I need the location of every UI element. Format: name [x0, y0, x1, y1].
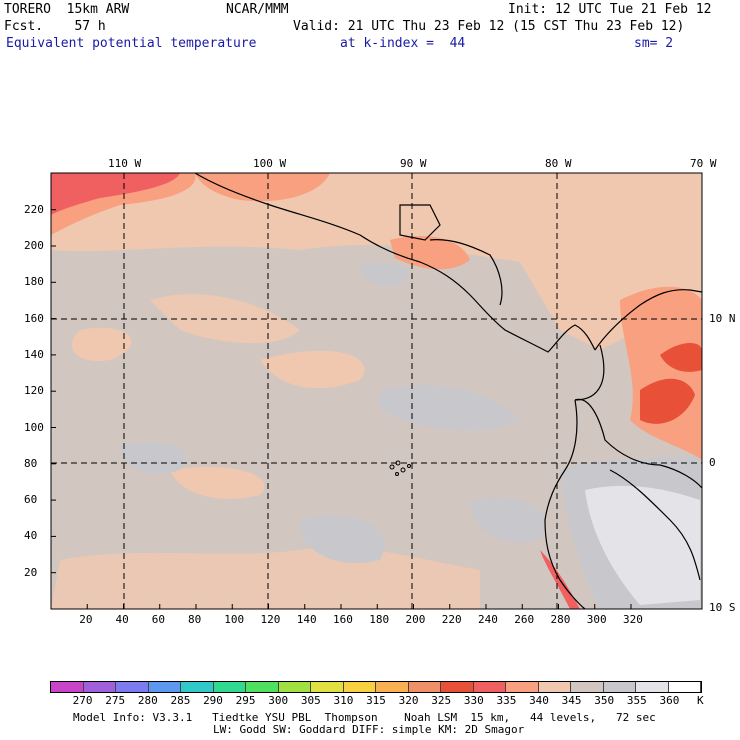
x-axis-label: 260 — [514, 613, 535, 626]
header-forecast-hour: Fcst. 57 h — [4, 19, 106, 34]
x-axis-label: 300 — [586, 613, 607, 626]
footer-physics-info: LW: Godd SW: Goddard DIFF: simple KM: 2D… — [213, 723, 525, 736]
colorbar-segment — [376, 682, 409, 692]
y-axis-ticks — [51, 209, 56, 574]
x-axis-label: 320 — [623, 613, 643, 626]
colorbar-label: 290 — [203, 694, 223, 707]
colorbar-label: 360 — [659, 694, 680, 707]
colorbar-segment — [51, 682, 84, 692]
colorbar-segment — [83, 682, 116, 692]
x-axis-label: 280 — [550, 613, 571, 626]
y-axis-label: 40 — [24, 529, 38, 543]
lon-label-80w: 80 W — [545, 157, 572, 170]
colorbar-label: 270 — [72, 694, 93, 707]
footer-model-info: Model Info: V3.3.1 Tiedtke YSU PBL Thomp… — [73, 711, 656, 724]
y-axis-label: 20 — [24, 565, 38, 579]
x-axis-label: 220 — [441, 613, 462, 626]
colorbar-segment — [636, 682, 669, 692]
x-axis-label: 100 — [224, 613, 245, 626]
x-axis-label: 60 — [151, 613, 165, 626]
colorbar-label: 285 — [170, 694, 191, 707]
colorbar-label: 300 — [268, 694, 289, 707]
y-axis-label: 140 — [24, 347, 44, 361]
colorbar — [50, 681, 702, 693]
colorbar-label: 345 — [561, 694, 582, 707]
lon-label-110w: 110 W — [108, 157, 142, 170]
x-axis-label: 180 — [369, 613, 390, 626]
header-valid-time: Valid: 21 UTC Thu 23 Feb 12 (15 CST Thu … — [293, 19, 685, 34]
x-axis-label: 200 — [405, 613, 426, 626]
y-axis-label: 160 — [24, 311, 44, 325]
x-axis-label: 20 — [79, 613, 93, 626]
x-axis-ticks — [86, 604, 632, 609]
colorbar-label: 325 — [431, 694, 452, 707]
y-axis-label: 80 — [24, 456, 38, 470]
x-axis-label: 140 — [296, 613, 317, 626]
colorbar-segment — [246, 682, 279, 692]
lat-label-0: 0 — [709, 456, 716, 469]
colorbar-segment — [311, 682, 344, 692]
colorbar-segment — [278, 682, 311, 692]
header-level: at k-index = 44 — [340, 36, 466, 51]
colorbar-label: 315 — [366, 694, 386, 707]
colorbar-segment — [668, 682, 701, 692]
y-axis-label: 220 — [24, 202, 44, 216]
theta-e-field — [51, 173, 702, 609]
lon-label-90w: 90 W — [400, 157, 427, 170]
lat-lon-grid — [51, 173, 702, 609]
y-axis-label: 180 — [24, 275, 44, 289]
colorbar-segment — [441, 682, 474, 692]
colorbar-segment — [506, 682, 539, 692]
colorbar-label: 310 — [333, 694, 354, 707]
lat-label-10s: 10 S — [709, 601, 736, 614]
colorbar-label: 275 — [105, 694, 126, 707]
colorbar-label: 280 — [137, 694, 158, 707]
colorbar-label: 355 — [626, 694, 647, 707]
y-axis-label: 200 — [24, 239, 44, 252]
header-institution: NCAR/MMM — [226, 2, 289, 17]
galapagos-islands — [389, 460, 411, 476]
y-axis-label: 60 — [24, 493, 38, 507]
x-axis-label: 40 — [115, 613, 129, 626]
colorbar-label: 330 — [463, 694, 484, 707]
header-field-name: Equivalent potential temperature — [6, 36, 257, 51]
lon-label-70w: 70 W — [690, 157, 717, 170]
x-axis-label: 160 — [333, 613, 353, 626]
colorbar-label: 320 — [398, 694, 419, 707]
colorbar-segment — [603, 682, 636, 692]
colorbar-segment — [181, 682, 214, 692]
lon-label-100w: 100 W — [253, 157, 287, 170]
colorbar-segment — [473, 682, 506, 692]
colorbar-segment — [148, 682, 181, 692]
header-model-title: TORERO 15km ARW — [4, 2, 130, 17]
colorbar-segment — [213, 682, 246, 692]
y-axis-label: 100 — [24, 420, 44, 434]
y-axis-label: 120 — [24, 384, 44, 398]
colorbar-segment — [571, 682, 604, 692]
colorbar-segment — [116, 682, 149, 692]
header-smoothing: sm= 2 — [634, 36, 674, 51]
colorbar-segment — [538, 682, 571, 692]
x-axis-label: 80 — [188, 613, 202, 626]
colorbar-label: 335 — [496, 694, 517, 707]
colorbar-label: 350 — [594, 694, 615, 707]
x-axis-label: 240 — [478, 613, 498, 626]
colorbar-segment — [343, 682, 376, 692]
colorbar-segment — [408, 682, 441, 692]
lat-label-10n: 10 N — [709, 312, 736, 325]
colorbar-label: 305 — [300, 694, 321, 707]
header-init-time: Init: 12 UTC Tue 21 Feb 12 — [508, 2, 712, 17]
x-axis-label: 120 — [260, 613, 281, 626]
colorbar-unit: K — [697, 694, 704, 707]
colorbar-label: 295 — [235, 694, 256, 707]
colorbar-label: 340 — [529, 694, 549, 707]
coastlines — [194, 173, 702, 609]
